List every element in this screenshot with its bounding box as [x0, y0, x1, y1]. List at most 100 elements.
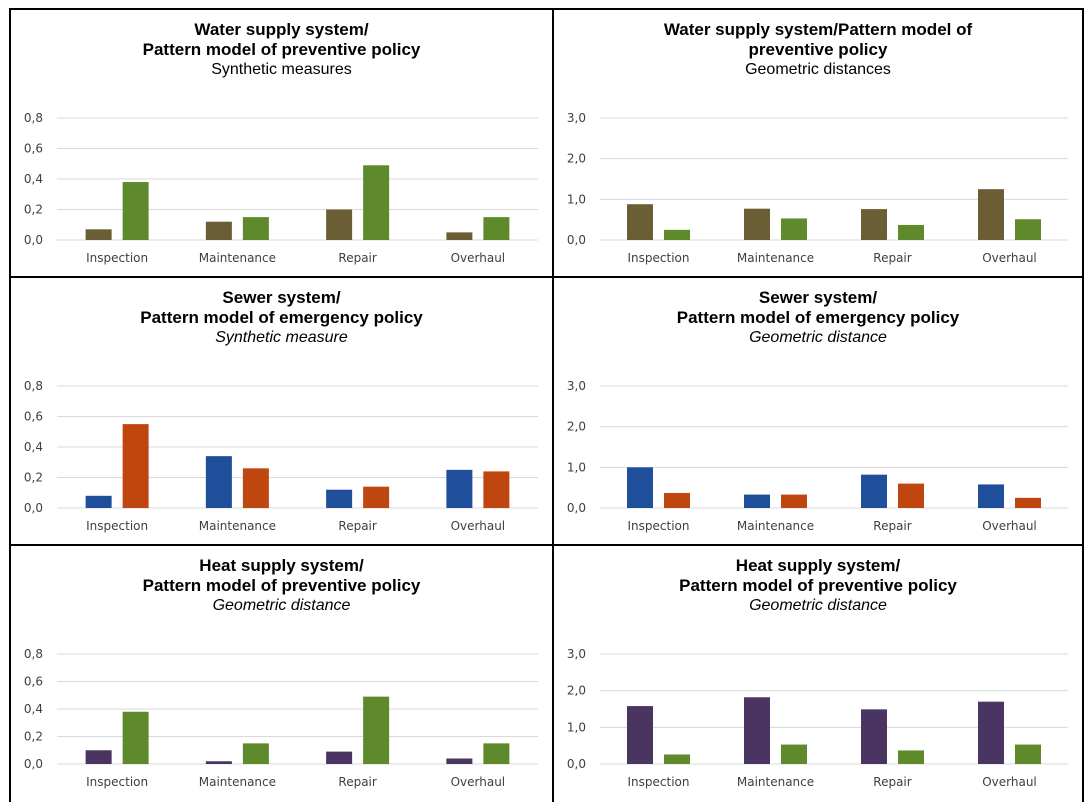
category-label: Overhaul	[451, 775, 506, 789]
chart-subtitle: Geometric distance	[749, 329, 887, 346]
bar	[781, 494, 807, 508]
y-tick-label: 0,2	[24, 730, 43, 744]
chart-title-line-1: Sewer system/	[222, 288, 341, 307]
y-tick-label: 3,0	[567, 647, 586, 661]
bar	[781, 218, 807, 240]
bar	[744, 208, 770, 240]
y-tick-label: 0,0	[24, 757, 43, 771]
bar	[446, 232, 473, 240]
chart-plot: 0,0 0,2 0,4 0,6 0,8 Inspection Maintenance Repa…	[24, 111, 538, 265]
chart-title-line-1: Heat supply system/	[735, 556, 901, 575]
category-label: Inspection	[86, 775, 148, 789]
chart-subtitle: Geometric distances	[745, 61, 891, 78]
category-label: Inspection	[628, 519, 690, 533]
bar	[205, 221, 232, 240]
category-label: Overhaul	[982, 519, 1037, 533]
y-tick-label: 2,0	[567, 152, 586, 166]
bar	[242, 468, 269, 508]
bar	[85, 229, 112, 240]
category-label: Maintenance	[737, 775, 814, 789]
y-tick-label: 0,0	[567, 757, 586, 771]
bar	[1015, 744, 1041, 764]
bar	[122, 182, 149, 240]
chart-titles: Sewer system/ Pattern model of emergency…	[554, 288, 1082, 348]
chart-titles: Heat supply system/ Pattern model of pre…	[554, 556, 1082, 616]
chart-grid: Water supply system/ Pattern model of pr…	[9, 8, 1084, 802]
y-tick-label: 3,0	[567, 111, 586, 125]
chart-titles: Water supply system/Pattern model of pre…	[554, 20, 1082, 80]
chart-subtitle: Geometric distance	[749, 597, 887, 614]
y-tick-label: 0,4	[24, 440, 43, 454]
category-label: Overhaul	[982, 775, 1037, 789]
bar	[664, 754, 690, 764]
category-label: Overhaul	[451, 519, 506, 533]
y-tick-label: 0,2	[24, 203, 43, 217]
chart-panel: Water supply system/Pattern model of pre…	[552, 8, 1084, 278]
category-label: Maintenance	[199, 251, 276, 265]
chart-panel: Heat supply system/ Pattern model of pre…	[552, 544, 1084, 802]
bar	[363, 486, 390, 508]
chart-title-line-1: Heat supply system/	[199, 556, 364, 575]
category-label: Repair	[873, 519, 911, 533]
bar	[978, 484, 1004, 508]
bar	[898, 224, 924, 240]
bar	[85, 495, 112, 508]
chart-plot: 0,0 1,0 2,0 3,0 Inspection Maintenance Repair O…	[567, 647, 1068, 789]
chart-title-line-2: Pattern model of preventive policy	[142, 40, 421, 59]
bar	[978, 701, 1004, 764]
bar	[326, 209, 353, 240]
category-label: Maintenance	[737, 519, 814, 533]
bar	[1015, 497, 1041, 508]
chart-subtitle: Synthetic measure	[215, 329, 348, 346]
chart-title-line-1: Water supply system/Pattern model of	[663, 20, 973, 39]
y-tick-label: 0,8	[24, 379, 43, 393]
y-tick-label: 0,6	[24, 142, 43, 156]
bar	[242, 217, 269, 240]
bar	[483, 217, 510, 240]
category-label: Maintenance	[199, 519, 276, 533]
y-tick-label: 0,6	[24, 675, 43, 689]
chart-subtitle: Geometric distance	[212, 597, 351, 614]
bar	[205, 456, 232, 508]
y-tick-label: 2,0	[567, 420, 586, 434]
y-tick-label: 2,0	[567, 684, 586, 698]
chart-titles: Sewer system/ Pattern model of emergency…	[11, 288, 552, 348]
chart-title-line-2: Pattern model of emergency policy	[140, 308, 423, 327]
chart-title-line-1: Sewer system/	[758, 288, 878, 307]
y-tick-label: 1,0	[567, 192, 586, 206]
bar	[861, 709, 887, 764]
y-tick-label: 0,4	[24, 702, 43, 716]
y-tick-label: 0,0	[567, 501, 586, 515]
category-label: Repair	[338, 519, 376, 533]
y-tick-label: 3,0	[567, 379, 586, 393]
bar	[242, 743, 269, 764]
y-tick-label: 0,8	[24, 647, 43, 661]
chart-plot: 0,0 0,2 0,4 0,6 0,8 Inspection Maintenance Repa…	[24, 379, 538, 533]
y-tick-label: 0,0	[567, 233, 586, 247]
y-tick-label: 1,0	[567, 720, 586, 734]
y-tick-label: 0,0	[24, 233, 43, 247]
chart-titles: Heat supply system/ Pattern model of pre…	[11, 556, 552, 616]
bar	[122, 711, 149, 764]
y-tick-label: 1,0	[567, 460, 586, 474]
bar	[363, 165, 390, 240]
chart-panel: Sewer system/ Pattern model of emergency…	[552, 276, 1084, 546]
y-tick-label: 0,2	[24, 471, 43, 485]
bar	[898, 750, 924, 764]
category-label: Inspection	[86, 519, 148, 533]
category-label: Repair	[873, 251, 911, 265]
chart-subtitle: Synthetic measures	[211, 61, 352, 78]
bar	[861, 209, 887, 240]
bar	[483, 471, 510, 508]
chart-title-line-2: Pattern model of emergency policy	[676, 308, 960, 327]
category-label: Maintenance	[737, 251, 814, 265]
bar	[978, 189, 1004, 240]
category-label: Repair	[873, 775, 911, 789]
chart-title-line-2: Pattern model of preventive policy	[679, 576, 957, 595]
bar	[664, 229, 690, 240]
bar	[664, 492, 690, 508]
bar	[446, 758, 473, 764]
category-label: Repair	[338, 775, 376, 789]
bar	[781, 744, 807, 764]
category-label: Inspection	[86, 251, 148, 265]
